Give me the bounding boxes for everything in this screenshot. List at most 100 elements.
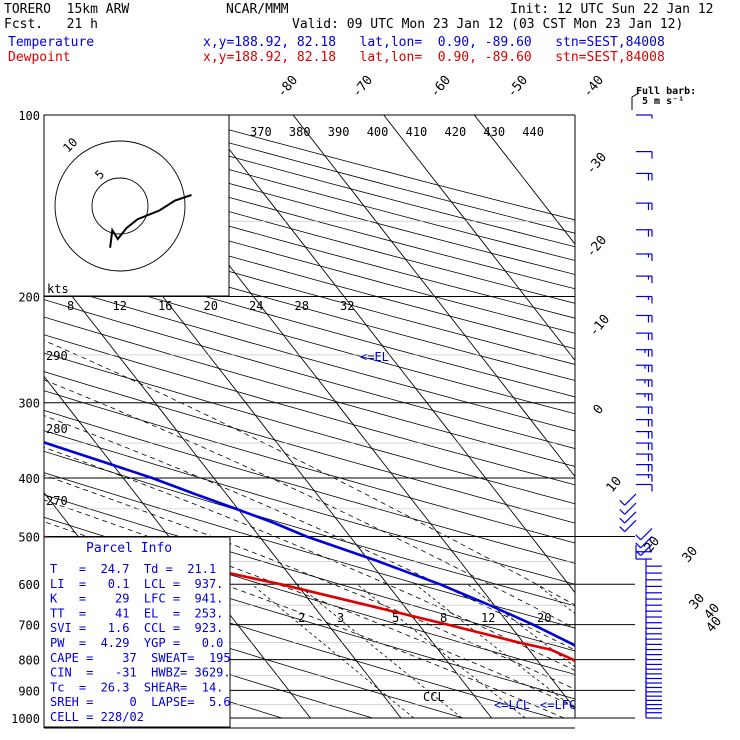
wind-barb bbox=[636, 275, 653, 284]
wind-barb bbox=[645, 572, 662, 581]
mixing-ratio-label: 12 bbox=[481, 611, 495, 625]
profile-annotation: CCL bbox=[423, 690, 445, 704]
isotherm-label: -70 bbox=[350, 73, 377, 101]
mixing-ratio-line bbox=[251, 583, 415, 719]
wind-barb bbox=[645, 559, 662, 567]
wind-barb bbox=[636, 419, 653, 427]
wind-barbs bbox=[619, 114, 662, 719]
wind-barb bbox=[645, 671, 662, 680]
wind-barb-feather bbox=[619, 517, 626, 524]
wind-barb-staff bbox=[640, 528, 653, 541]
wind-barb-staff bbox=[624, 493, 637, 506]
isotherm-label: -10 bbox=[587, 312, 614, 340]
pressure-tick-label: 500 bbox=[18, 530, 40, 544]
wind-barb bbox=[636, 114, 653, 119]
theta-label: 380 bbox=[289, 125, 311, 139]
wind-barb bbox=[636, 332, 653, 341]
valid-time: Valid: 09 UTC Mon 23 Jan 12 (03 CST Mon … bbox=[292, 17, 684, 32]
wind-barb-feather bbox=[619, 499, 626, 506]
wind-barb bbox=[636, 379, 653, 387]
isotherm-label: -20 bbox=[584, 233, 611, 261]
parcel-info-row: SVI = 1.6 CCL = 923. bbox=[50, 621, 223, 635]
parcel-info-row: K = 29 LFC = 941. bbox=[50, 592, 223, 606]
wind-barb bbox=[636, 483, 653, 492]
wind-barb bbox=[636, 364, 653, 373]
mixing-ratio-label: 2 bbox=[298, 611, 305, 625]
wind-barb bbox=[636, 474, 653, 482]
moist-adiabat-line bbox=[44, 499, 575, 708]
isotherm-label: -60 bbox=[428, 73, 455, 101]
theta-label: 370 bbox=[250, 125, 272, 139]
wind-barb bbox=[636, 229, 653, 237]
wind-barb bbox=[635, 552, 652, 560]
isotherm-label: -40 bbox=[581, 73, 608, 101]
theta-label: 410 bbox=[406, 125, 428, 139]
wind-barb-feather bbox=[619, 526, 626, 533]
pressure-tick-label: 1000 bbox=[11, 712, 40, 726]
isotherm-label: 0 bbox=[591, 402, 608, 418]
pressure-tick-label: 800 bbox=[18, 654, 40, 668]
speed-tick-label: 32 bbox=[340, 299, 354, 313]
parcel-info-panel: Parcel Info T = 24.7 Td = 21.1LI = 0.1 L… bbox=[43, 536, 231, 728]
isotherm-label: -50 bbox=[505, 73, 532, 101]
wind-barb bbox=[645, 637, 662, 646]
profile-annotation: <=LFC bbox=[540, 698, 576, 712]
barb-key-line2: 5 m s⁻¹ bbox=[642, 96, 684, 107]
wind-barb bbox=[619, 502, 637, 515]
theta-label: 400 bbox=[367, 125, 389, 139]
wind-barb bbox=[636, 349, 653, 357]
wind-barb bbox=[645, 684, 662, 693]
wind-barb bbox=[619, 493, 637, 506]
barb-key-line1: Full barb: bbox=[636, 86, 696, 97]
parcel-info-row: CELL = 228/02 bbox=[50, 710, 144, 724]
theta-label: 430 bbox=[483, 125, 505, 139]
hodograph-ring bbox=[91, 177, 149, 235]
wind-barb bbox=[636, 295, 653, 304]
pressure-tick-label: 600 bbox=[18, 578, 40, 592]
theta-label: 280 bbox=[46, 422, 68, 436]
pressure-tick-label: 200 bbox=[18, 291, 40, 305]
wind-barb bbox=[635, 528, 653, 541]
parcel-info-row: Tc = 26.3 SHEAR= 14. bbox=[50, 680, 223, 694]
wind-barb-staff bbox=[640, 543, 653, 556]
speed-tick-label: 16 bbox=[158, 299, 172, 313]
wind-barb-feather bbox=[635, 534, 642, 541]
wind-barb bbox=[636, 253, 653, 261]
wind-barb bbox=[636, 453, 653, 462]
wind-barb bbox=[636, 202, 653, 211]
theta-label: 270 bbox=[46, 494, 68, 508]
wind-barb bbox=[619, 519, 637, 533]
wind-barb bbox=[636, 406, 653, 415]
wind-barb-staff bbox=[624, 502, 637, 515]
parcel-info-row: LI = 0.1 LCL = 937. bbox=[50, 577, 223, 591]
profile-annotation: <=EL bbox=[360, 350, 389, 364]
theta-label: 390 bbox=[328, 125, 350, 139]
parcel-info-row: T = 24.7 Td = 21.1 bbox=[50, 562, 216, 576]
mixing-ratio-label: 5 bbox=[392, 611, 399, 625]
init-time: Init: 12 UTC Sun 22 Jan 12 bbox=[510, 2, 714, 17]
speed-tick-label: 24 bbox=[249, 299, 263, 313]
wind-barb bbox=[635, 536, 653, 549]
wind-barb-feather bbox=[619, 508, 626, 515]
wind-barb bbox=[645, 598, 662, 606]
theta-label: 290 bbox=[46, 349, 68, 363]
wind-barb bbox=[645, 642, 662, 651]
speed-tick-label: 12 bbox=[113, 299, 127, 313]
wind-barb bbox=[645, 592, 662, 600]
wind-barb bbox=[619, 511, 637, 524]
wind-barb bbox=[645, 657, 662, 666]
wind-barb bbox=[636, 431, 653, 439]
theta-label: 420 bbox=[445, 125, 467, 139]
wind-barb bbox=[636, 172, 653, 181]
wind-barb-staff bbox=[624, 511, 637, 524]
wind-barb-feather bbox=[635, 542, 642, 549]
hodograph-trace bbox=[109, 194, 192, 248]
hodograph-units-label: kts bbox=[47, 282, 69, 296]
parcel-info-title: Parcel Info bbox=[86, 541, 172, 556]
wind-barb bbox=[645, 585, 662, 594]
mixing-ratio-label: 8 bbox=[440, 611, 447, 625]
wind-barb bbox=[636, 464, 653, 472]
pressure-tick-label: 900 bbox=[18, 684, 40, 698]
